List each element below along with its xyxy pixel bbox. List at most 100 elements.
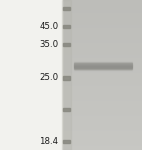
Bar bbox=[62, 63, 142, 64]
Bar bbox=[62, 33, 142, 34]
Bar bbox=[62, 84, 142, 86]
Bar bbox=[62, 112, 142, 114]
Bar bbox=[62, 22, 142, 24]
Bar bbox=[62, 146, 142, 147]
Bar bbox=[62, 56, 142, 57]
Bar bbox=[62, 39, 142, 40]
Bar bbox=[62, 118, 142, 120]
Bar bbox=[62, 124, 142, 126]
Bar bbox=[62, 110, 142, 111]
Bar bbox=[62, 103, 142, 105]
Text: 35.0: 35.0 bbox=[39, 40, 58, 49]
Bar bbox=[62, 16, 142, 18]
Bar bbox=[62, 138, 142, 140]
Bar bbox=[62, 100, 142, 102]
Bar bbox=[62, 99, 142, 100]
Bar bbox=[62, 20, 142, 21]
Bar bbox=[62, 52, 142, 54]
Bar bbox=[62, 129, 142, 130]
Bar bbox=[62, 126, 142, 128]
Bar bbox=[62, 11, 142, 12]
Bar bbox=[74, 62, 132, 63]
Bar bbox=[62, 106, 142, 108]
Bar bbox=[62, 114, 142, 116]
Bar bbox=[62, 148, 142, 150]
Bar bbox=[62, 28, 142, 30]
Bar bbox=[74, 63, 132, 64]
Bar bbox=[63, 7, 70, 10]
Bar bbox=[62, 88, 142, 90]
Text: 25.0: 25.0 bbox=[39, 74, 58, 82]
Bar bbox=[62, 135, 142, 136]
Bar bbox=[62, 128, 142, 129]
Bar bbox=[62, 48, 142, 50]
Bar bbox=[62, 0, 142, 2]
Bar bbox=[62, 36, 142, 38]
Bar bbox=[62, 0, 71, 150]
Bar bbox=[63, 140, 70, 143]
Bar bbox=[62, 8, 142, 9]
Bar bbox=[62, 122, 142, 123]
Bar bbox=[74, 64, 132, 65]
Bar bbox=[62, 2, 142, 3]
Bar bbox=[62, 147, 142, 148]
Bar bbox=[62, 34, 142, 36]
Bar bbox=[74, 68, 132, 69]
Bar bbox=[62, 24, 142, 26]
Bar bbox=[62, 85, 142, 87]
Bar bbox=[74, 66, 132, 67]
Bar bbox=[62, 98, 142, 99]
Bar bbox=[62, 105, 142, 106]
Text: 45.0: 45.0 bbox=[39, 22, 58, 31]
Bar bbox=[0, 0, 62, 150]
Bar bbox=[74, 67, 132, 68]
Bar bbox=[62, 116, 142, 117]
Bar bbox=[62, 70, 142, 72]
Bar bbox=[62, 108, 142, 110]
Bar bbox=[62, 58, 142, 60]
Bar bbox=[62, 64, 142, 66]
Bar bbox=[62, 78, 142, 80]
Bar bbox=[62, 68, 142, 69]
Bar bbox=[62, 61, 142, 63]
Bar bbox=[62, 26, 142, 27]
Text: 18.4: 18.4 bbox=[39, 136, 58, 146]
Bar bbox=[63, 108, 70, 111]
Bar bbox=[63, 25, 70, 28]
Bar bbox=[62, 74, 142, 75]
Bar bbox=[62, 6, 142, 8]
Bar bbox=[62, 40, 142, 42]
Bar bbox=[62, 111, 142, 112]
Bar bbox=[62, 93, 142, 94]
Bar bbox=[62, 142, 142, 144]
Bar bbox=[62, 69, 142, 70]
Bar bbox=[62, 15, 142, 16]
Bar bbox=[62, 102, 142, 104]
Bar bbox=[62, 4, 142, 6]
Bar bbox=[62, 27, 142, 28]
Bar bbox=[62, 9, 142, 11]
Bar bbox=[62, 18, 142, 20]
Bar bbox=[62, 21, 142, 22]
Bar bbox=[62, 54, 142, 56]
Bar bbox=[62, 117, 142, 118]
Bar bbox=[62, 44, 142, 45]
Bar bbox=[62, 90, 142, 92]
Bar bbox=[62, 82, 142, 84]
Bar bbox=[62, 75, 142, 76]
Bar bbox=[62, 136, 142, 138]
Bar bbox=[62, 132, 142, 134]
Bar bbox=[62, 32, 142, 33]
Bar bbox=[62, 14, 142, 15]
Bar bbox=[62, 0, 142, 150]
Bar bbox=[62, 123, 142, 124]
Bar bbox=[62, 38, 142, 39]
Bar bbox=[62, 50, 142, 51]
Bar bbox=[62, 45, 142, 46]
Bar bbox=[62, 76, 142, 78]
Bar bbox=[62, 12, 142, 14]
Bar bbox=[62, 80, 142, 81]
Bar bbox=[62, 141, 142, 142]
Bar bbox=[62, 130, 142, 132]
Bar bbox=[62, 66, 142, 68]
